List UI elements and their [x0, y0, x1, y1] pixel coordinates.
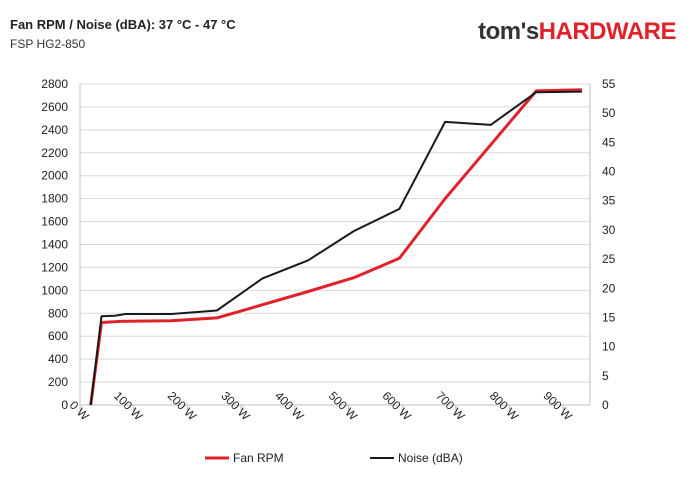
y-right-tick-label: 15 — [602, 310, 616, 324]
y-left-tick-label: 800 — [48, 306, 68, 320]
x-tick-label: 900 W — [541, 389, 576, 424]
y-right-tick-label: 5 — [602, 369, 609, 383]
y-right-tick-label: 20 — [602, 281, 616, 295]
y-right-tick-label: 40 — [602, 165, 616, 179]
chart-subtitle: FSP HG2-850 — [10, 37, 86, 51]
x-tick-label: 100 W — [111, 389, 146, 424]
y-left-tick-label: 2600 — [41, 100, 68, 114]
y-left-tick-label: 200 — [48, 375, 68, 389]
y-left-tick-label: 1400 — [41, 238, 68, 252]
y-left-tick-label: 2800 — [41, 77, 68, 91]
y-right-tick-label: 25 — [602, 252, 616, 266]
x-tick-label: 200 W — [165, 389, 200, 424]
y-left-tick-label: 0 — [61, 398, 68, 412]
x-tick-label: 700 W — [433, 389, 468, 424]
y-right-tick-label: 50 — [602, 106, 616, 120]
y-left-tick-label: 1800 — [41, 192, 68, 206]
y-left-tick-label: 2200 — [41, 146, 68, 160]
y-right-tick-label: 30 — [602, 223, 616, 237]
y-right-tick-label: 55 — [602, 77, 616, 91]
x-tick-label: 600 W — [379, 389, 414, 424]
x-tick-label: 500 W — [326, 389, 361, 424]
series-line-fan-rpm — [89, 88, 582, 406]
brand-logo-part2: HARDWARE — [538, 18, 677, 45]
y-left-tick-label: 1000 — [41, 283, 68, 297]
y-left-tick-label: 2000 — [41, 169, 68, 183]
y-right-tick-label: 0 — [602, 398, 609, 412]
y-right-tick-label: 35 — [602, 194, 616, 208]
chart-title: Fan RPM / Noise (dBA): 37 °C - 47 °C — [10, 17, 236, 32]
y-left-tick-label: 2400 — [41, 123, 68, 137]
y-right-tick-label: 45 — [602, 135, 616, 149]
x-tick-label: 300 W — [218, 389, 253, 424]
y-right-tick-label: 10 — [602, 340, 616, 354]
brand-logo-part1: tom's — [478, 18, 539, 45]
y-left-tick-label: 1600 — [41, 215, 68, 229]
y-left-tick-label: 400 — [48, 352, 68, 366]
y-left-tick-label: 1200 — [41, 260, 68, 274]
x-tick-label: 400 W — [272, 389, 307, 424]
legend-label-noise: Noise (dBA) — [398, 451, 463, 465]
x-tick-label: 800 W — [487, 389, 522, 424]
brand-logo: tom'sHARDWARE — [478, 18, 676, 46]
y-left-tick-label: 600 — [48, 329, 68, 343]
legend-label-fan-rpm: Fan RPM — [233, 451, 284, 465]
x-tick-label: 0 W — [67, 398, 92, 423]
series-line-noise — [89, 90, 582, 406]
